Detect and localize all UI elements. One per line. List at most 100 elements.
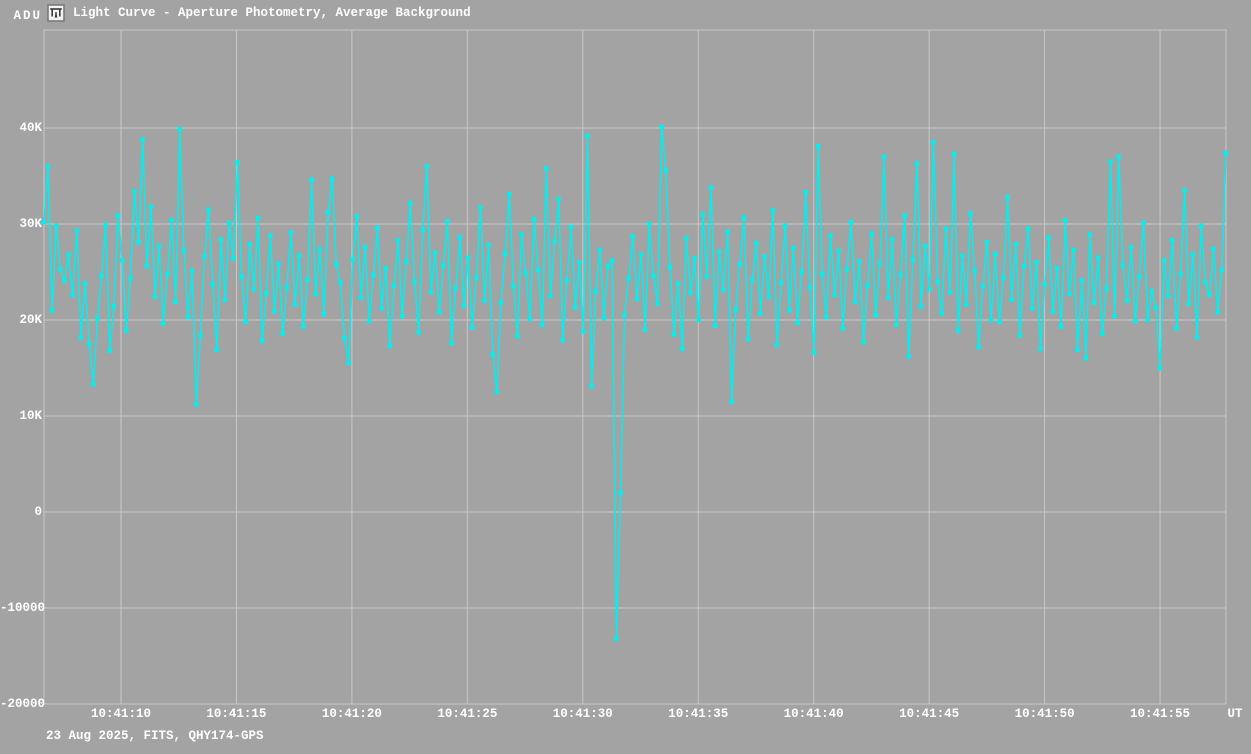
data-point-marker xyxy=(1009,297,1015,303)
data-point-marker xyxy=(169,217,174,223)
data-point-marker xyxy=(1157,365,1163,371)
data-point-marker xyxy=(317,246,323,252)
chart-title: Light Curve - Aperture Photometry, Avera… xyxy=(73,6,471,20)
data-point-marker xyxy=(828,233,833,238)
data-point-marker xyxy=(704,274,710,280)
data-point-marker xyxy=(713,323,718,329)
data-point-marker xyxy=(659,124,665,130)
data-point-marker xyxy=(614,636,619,642)
data-point-marker xyxy=(132,189,137,194)
data-point-marker xyxy=(696,317,702,323)
data-point-marker xyxy=(1190,252,1196,257)
data-point-marker xyxy=(886,295,891,301)
data-point-marker xyxy=(1182,188,1188,193)
data-point-marker xyxy=(848,219,854,225)
data-point-marker xyxy=(288,230,294,235)
data-point-marker xyxy=(190,268,195,274)
data-point-marker xyxy=(437,310,442,315)
data-point-marker xyxy=(1203,280,1208,285)
data-point-marker xyxy=(461,303,467,308)
data-point-marker xyxy=(898,272,903,278)
data-point-marker xyxy=(988,317,994,323)
data-point-marker xyxy=(272,309,277,314)
data-point-marker xyxy=(453,286,459,291)
data-point-marker xyxy=(1141,220,1146,226)
data-point-marker xyxy=(41,219,47,225)
data-point-marker xyxy=(1174,326,1179,331)
data-point-marker xyxy=(622,312,627,318)
data-point-marker xyxy=(54,223,59,229)
data-point-marker xyxy=(1211,246,1216,252)
data-point-marker xyxy=(268,233,273,238)
data-point-marker xyxy=(482,298,487,304)
data-point-marker xyxy=(313,291,319,297)
data-point-marker xyxy=(1104,286,1109,291)
data-point-marker xyxy=(1186,301,1192,306)
data-point-marker xyxy=(774,342,780,348)
data-point-marker xyxy=(206,207,211,212)
data-point-marker xyxy=(717,249,722,255)
data-point-marker xyxy=(540,322,545,328)
data-point-marker xyxy=(367,318,372,324)
x-tick-label: 10:41:35 xyxy=(668,707,729,721)
data-point-marker xyxy=(424,164,430,169)
x-tick-label: 10:41:55 xyxy=(1130,707,1191,721)
data-point-marker xyxy=(1145,317,1150,323)
data-point-marker xyxy=(280,331,286,336)
data-point-marker xyxy=(762,254,767,259)
data-point-marker xyxy=(354,214,360,219)
data-point-marker xyxy=(824,314,829,320)
data-point-marker xyxy=(235,160,240,165)
data-point-marker xyxy=(1038,346,1043,352)
x-axis-unit-label: UT xyxy=(1227,707,1243,721)
data-point-marker xyxy=(185,314,191,320)
data-point-marker xyxy=(708,185,714,190)
x-tick-label: 10:41:10 xyxy=(90,707,151,721)
data-point-marker xyxy=(795,320,800,326)
data-point-marker xyxy=(490,352,496,357)
data-point-marker xyxy=(700,212,706,217)
data-point-marker xyxy=(276,261,282,266)
data-point-marker xyxy=(914,161,920,166)
data-point-marker xyxy=(103,222,109,228)
data-point-marker xyxy=(1075,347,1080,353)
data-point-marker xyxy=(1161,258,1167,263)
x-tick-label: 10:41:20 xyxy=(321,707,382,721)
y-tick-label: 0 xyxy=(34,505,42,519)
data-point-marker xyxy=(1083,356,1089,361)
data-point-marker xyxy=(227,220,232,226)
data-point-marker xyxy=(573,305,578,310)
data-point-marker xyxy=(947,289,953,295)
data-point-marker xyxy=(239,274,244,280)
data-point-marker xyxy=(511,284,516,289)
data-point-marker xyxy=(95,316,100,322)
data-point-marker xyxy=(214,347,220,353)
data-point-marker xyxy=(931,140,936,145)
x-tick-label: 10:41:50 xyxy=(1014,707,1075,721)
data-point-marker xyxy=(91,382,96,387)
data-point-marker xyxy=(610,258,615,263)
data-point-marker xyxy=(890,237,895,242)
data-point-marker xyxy=(758,311,763,316)
data-point-marker xyxy=(391,283,397,288)
data-point-marker xyxy=(680,346,685,352)
data-point-marker xyxy=(964,302,969,307)
data-point-marker xyxy=(523,270,529,276)
data-point-marker xyxy=(1207,292,1212,298)
data-point-marker xyxy=(993,251,998,257)
data-point-marker xyxy=(618,490,623,496)
data-point-marker xyxy=(383,265,389,271)
data-point-marker xyxy=(334,262,339,267)
data-point-marker xyxy=(136,239,141,245)
data-point-marker xyxy=(1059,324,1064,329)
data-point-marker xyxy=(375,225,380,231)
data-point-marker xyxy=(457,235,463,240)
data-point-marker xyxy=(688,290,693,296)
data-point-marker xyxy=(264,290,269,296)
data-point-marker xyxy=(62,278,67,283)
data-point-marker xyxy=(906,354,912,359)
data-point-marker xyxy=(811,350,817,355)
data-point-marker xyxy=(951,151,957,157)
data-point-marker xyxy=(494,389,500,395)
